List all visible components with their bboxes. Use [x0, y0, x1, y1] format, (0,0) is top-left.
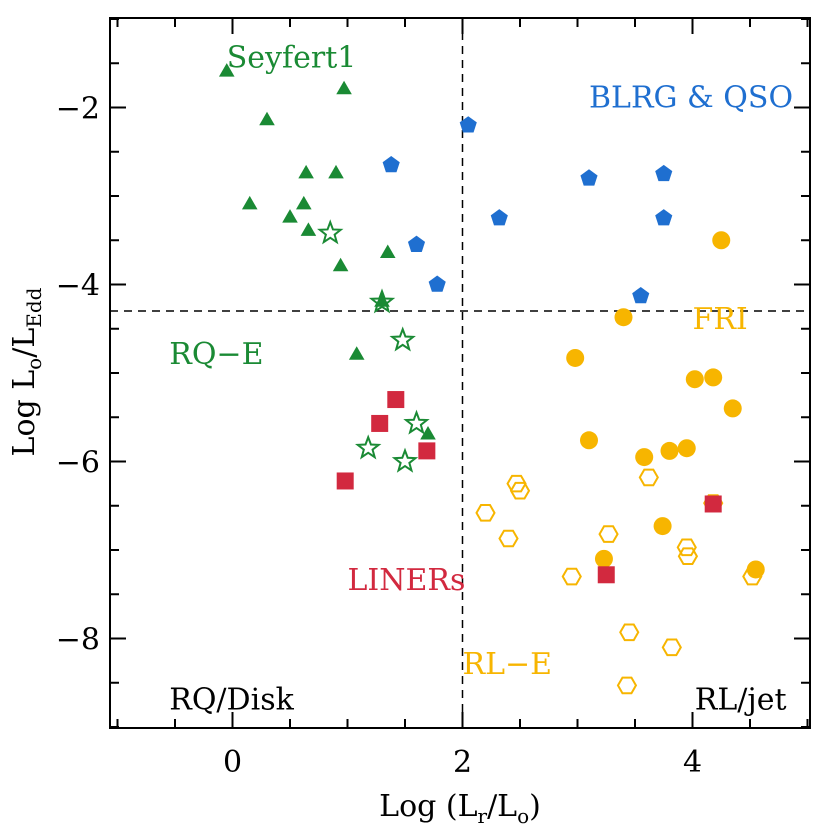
fri-point	[580, 431, 598, 450]
plot-frame	[109, 17, 811, 729]
annotations: Seyfert1 BLRG & QSO RQ−E FRI LINERs RL−E RQ/Di…	[169, 41, 793, 718]
seyfert1-point	[259, 111, 275, 126]
seyfert1-open-point	[355, 434, 382, 460]
seyfert1-point	[300, 222, 317, 236]
seyfert1-point	[282, 209, 298, 223]
fri-point	[685, 370, 704, 389]
fri-point	[653, 517, 672, 536]
rl-e-point	[498, 529, 519, 548]
blrg-qso-point	[655, 164, 673, 182]
rl-e-point	[598, 525, 619, 543]
liners-point	[704, 495, 722, 513]
liners-point	[336, 472, 354, 490]
seyfert1-open-point	[403, 409, 430, 435]
rl-e-point	[475, 504, 496, 522]
fri-point	[660, 441, 679, 460]
rl-e-point	[742, 567, 763, 586]
y-tick-label: −2	[56, 92, 100, 127]
seyfert1-point	[298, 164, 314, 179]
data-points	[218, 63, 765, 695]
annotation-fri: FRI	[693, 302, 748, 337]
annotation-rq-e: RQ−E	[169, 337, 263, 372]
x-tick-label: 0	[223, 745, 242, 780]
blrg-qso-point	[632, 287, 650, 304]
seyfert1-point	[336, 80, 352, 95]
seyfert1-point	[296, 195, 312, 210]
seyfert1-point	[218, 63, 235, 77]
fri-point	[704, 368, 723, 387]
rl-e-point	[677, 547, 699, 565]
series-blrg-qso	[382, 116, 673, 304]
seyfert1-point	[328, 164, 344, 179]
fri-point	[723, 399, 742, 418]
liners-point	[418, 442, 436, 460]
x-axis-label: Log (Lr/Lo)	[379, 789, 541, 828]
series-seyfert1	[218, 63, 436, 440]
liners-point	[597, 566, 615, 584]
fri-point	[712, 231, 731, 250]
fri-point	[566, 348, 585, 367]
rl-e-point	[506, 474, 527, 493]
fri-point	[677, 439, 696, 458]
seyfert1-point	[379, 244, 396, 259]
rl-e-point	[676, 538, 697, 557]
rl-e-point	[661, 638, 682, 657]
seyfert1-open-point	[317, 219, 344, 245]
series-seyfert1-open	[317, 219, 430, 473]
tick-labels: 0 2 4 −2 −4 −6 −8	[56, 92, 702, 781]
divider-lines	[110, 18, 810, 728]
rl-e-point	[616, 676, 638, 695]
liners-point	[387, 391, 405, 409]
rl-e-point	[561, 567, 582, 586]
annotation-rl-jet: RL/jet	[695, 682, 787, 717]
series-liners	[336, 391, 722, 584]
y-tick-label: −4	[56, 269, 100, 304]
series-rl-e	[475, 468, 763, 695]
fri-point	[614, 308, 633, 327]
fri-point	[635, 448, 654, 467]
annotation-blrg-qso: BLRG & QSO	[589, 81, 793, 116]
y-axis-label: Log Lo/LEdd	[7, 287, 46, 456]
blrg-qso-point	[382, 156, 400, 173]
blrg-qso-point	[459, 116, 477, 133]
seyfert1-open-point	[389, 326, 416, 352]
y-tick-label: −8	[56, 623, 100, 658]
seyfert1-point	[332, 257, 349, 272]
y-tick-label: −6	[56, 446, 100, 481]
liners-point	[371, 414, 389, 432]
rl-e-point	[509, 481, 531, 500]
seyfert1-point	[348, 346, 365, 360]
seyfert1-point	[420, 425, 436, 440]
rl-e-point	[619, 623, 640, 642]
annotation-rl-e: RL−E	[463, 647, 553, 682]
blrg-qso-point	[655, 209, 673, 226]
rl-e-point	[638, 468, 659, 487]
series-fri	[566, 231, 765, 579]
annotation-liners: LINERs	[348, 563, 466, 598]
axis-ticks	[110, 18, 810, 728]
blrg-qso-point	[407, 235, 426, 252]
blrg-qso-point	[490, 209, 508, 226]
x-tick-label: 2	[453, 745, 472, 780]
blrg-qso-point	[428, 275, 446, 292]
annotation-seyfert1: Seyfert1	[227, 41, 357, 76]
annotation-rq-disk: RQ/Disk	[169, 682, 294, 717]
fri-point	[594, 549, 613, 568]
seyfert1-point	[241, 195, 258, 210]
x-tick-label: 4	[683, 745, 702, 780]
seyfert1-open-point	[368, 288, 396, 314]
seyfert1-open-point	[391, 447, 419, 473]
blrg-qso-point	[580, 169, 598, 186]
